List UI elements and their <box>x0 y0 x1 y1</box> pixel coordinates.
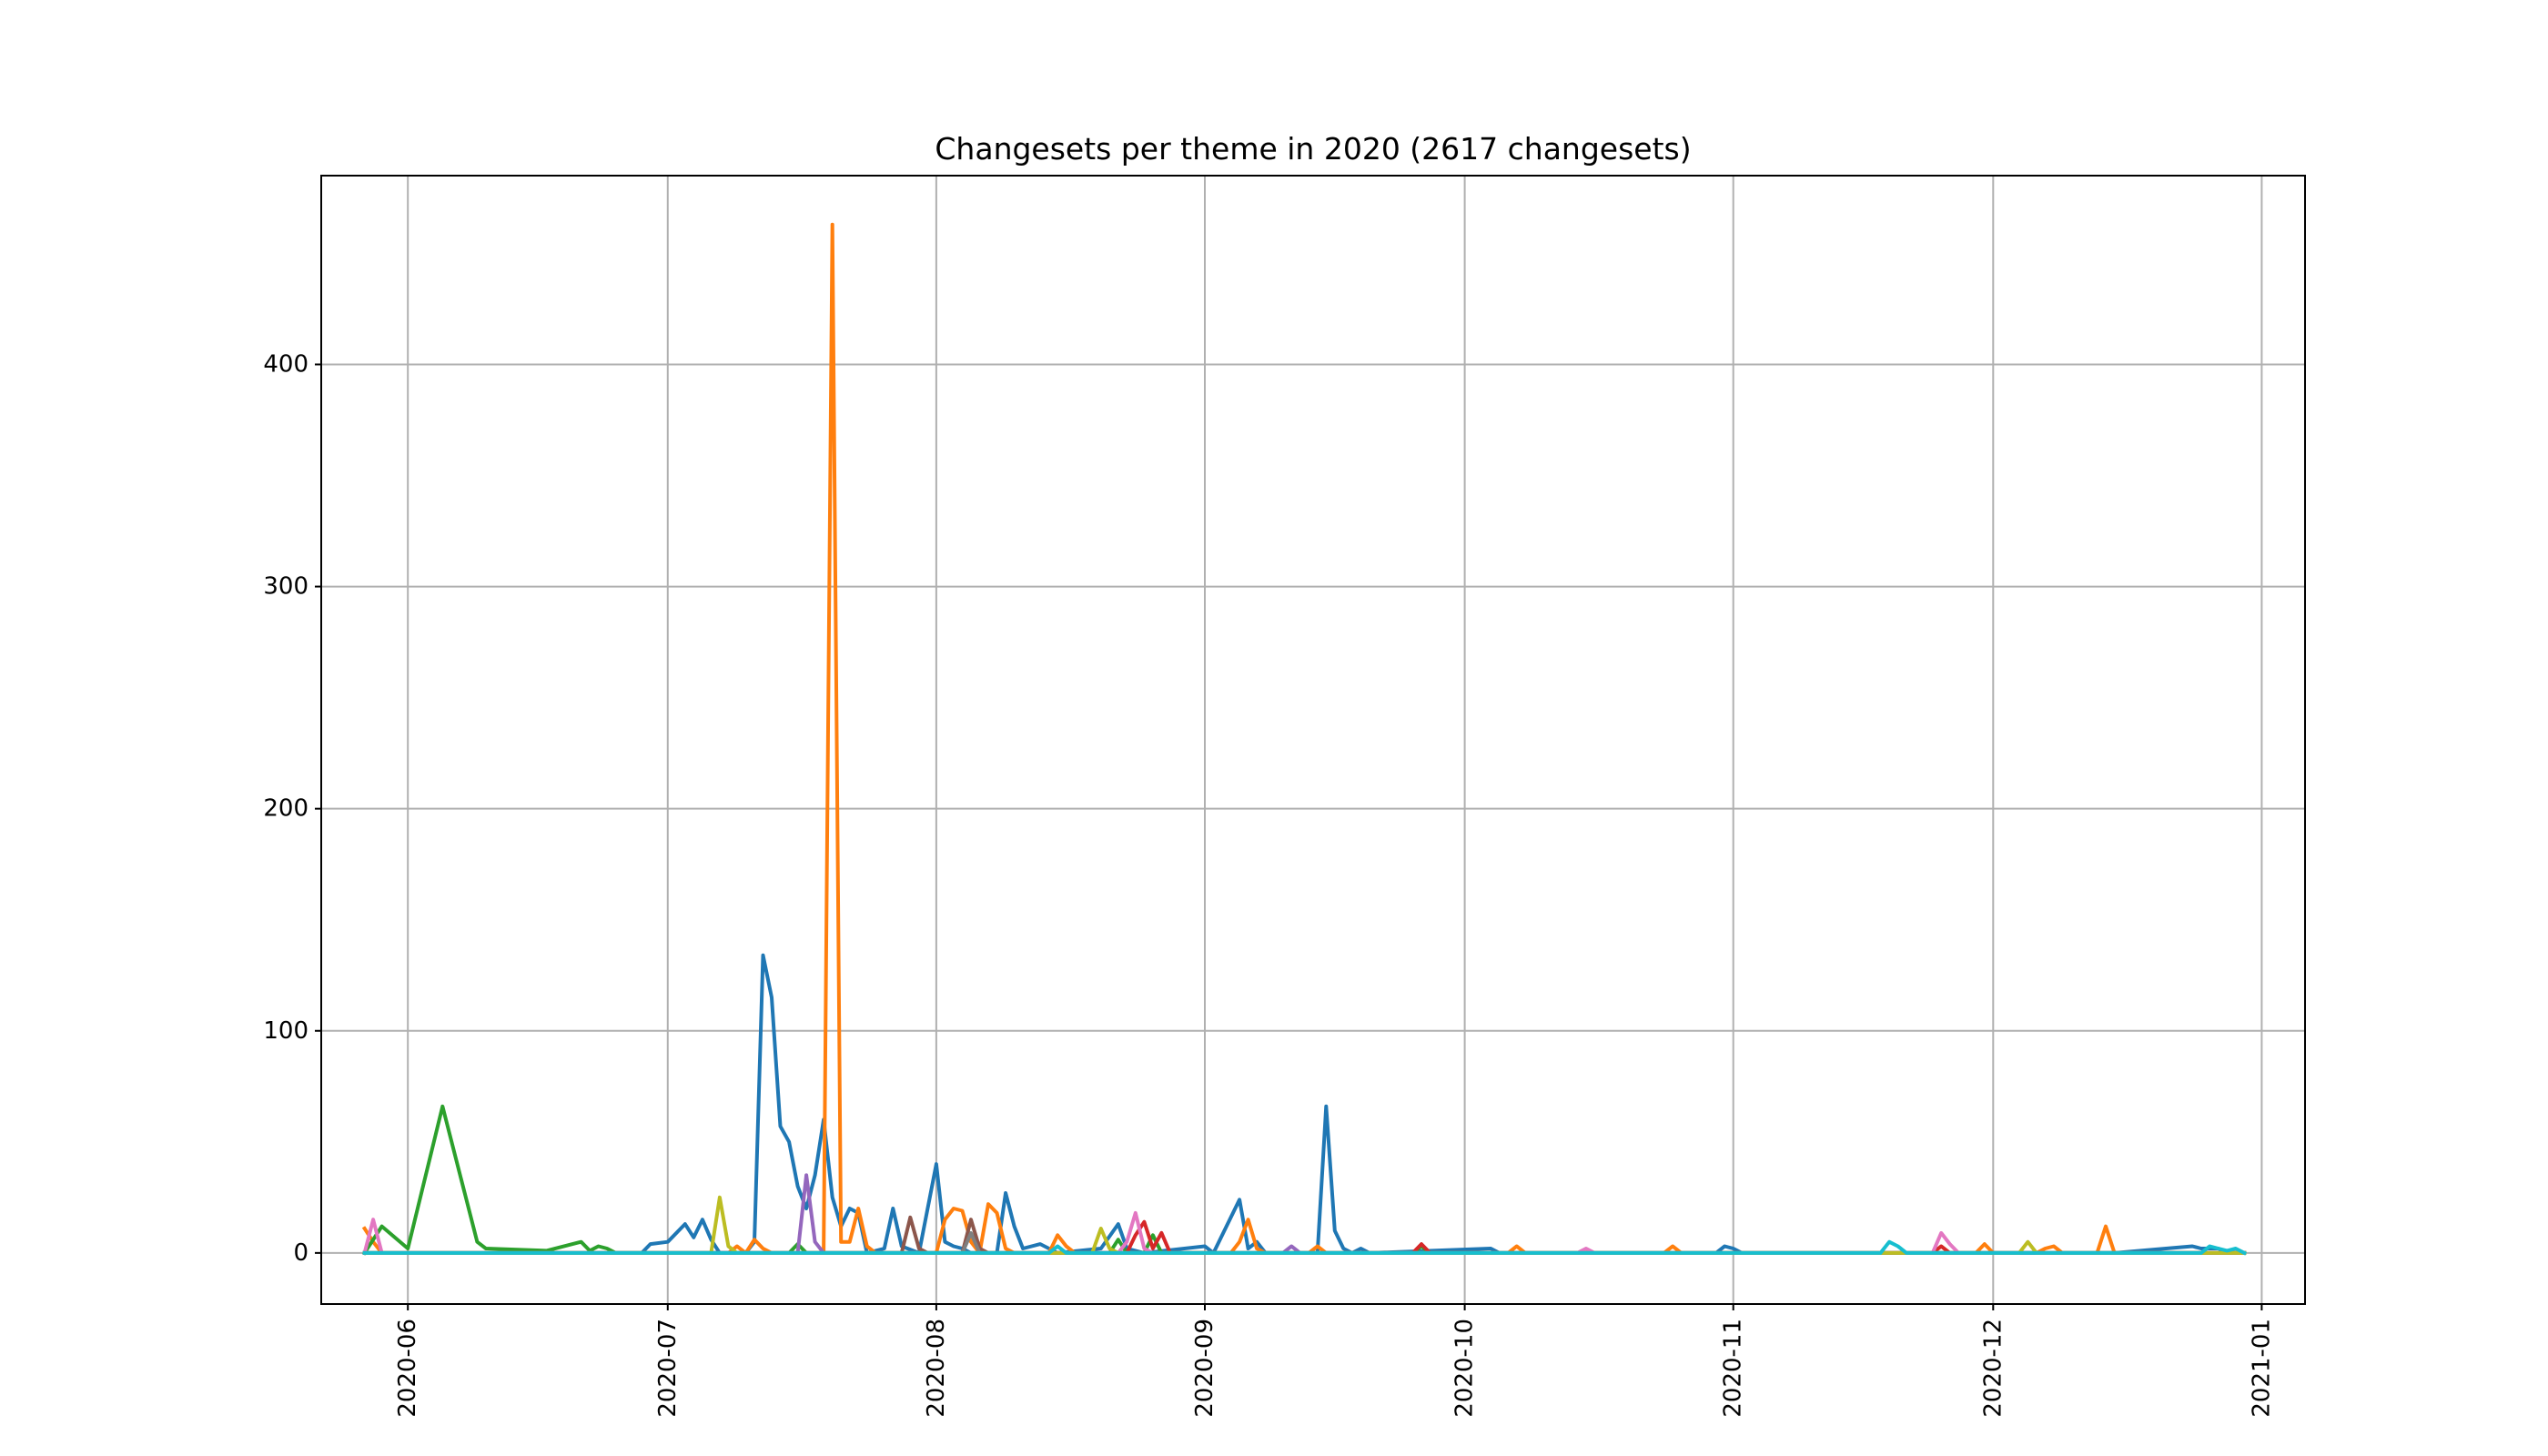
y-tick-label: 200 <box>263 795 308 823</box>
y-axis: 0 100 200 300 400 <box>263 350 321 1267</box>
chart-title: Changesets per theme in 2020 (2617 chang… <box>935 131 1691 167</box>
y-tick-label: 0 <box>293 1239 308 1267</box>
series-group <box>361 222 2248 1256</box>
series-line-10 <box>362 1239 2248 1256</box>
x-tick-label: 2020-12 <box>1979 1319 2007 1418</box>
x-tick-label: 2020-09 <box>1191 1319 1218 1418</box>
x-tick-label: 2020-10 <box>1451 1319 1479 1418</box>
series-line-9 <box>362 1195 2247 1255</box>
x-tick-label: 2020-08 <box>923 1319 950 1418</box>
x-tick-label: 2020-11 <box>1720 1319 1747 1418</box>
x-tick-label: 2020-06 <box>394 1319 421 1418</box>
axes-frame <box>320 175 2306 1305</box>
plot-area <box>361 222 2248 1256</box>
y-tick-label: 400 <box>263 350 308 378</box>
y-tick-label: 100 <box>263 1017 308 1045</box>
x-axis: 2020-06 2020-07 2020-08 2020-09 2020-10 2020-… <box>394 1304 2275 1418</box>
x-tick-label: 2020-07 <box>654 1319 682 1418</box>
x-tick-label: 2021-01 <box>2248 1319 2275 1418</box>
y-tick-label: 300 <box>263 573 308 601</box>
